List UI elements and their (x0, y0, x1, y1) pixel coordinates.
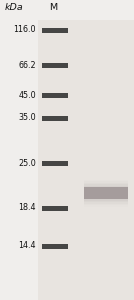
Bar (42, 92, 68, 98)
Text: 45.0: 45.0 (18, 91, 36, 100)
Text: 66.2: 66.2 (18, 61, 36, 70)
Text: 25.0: 25.0 (18, 158, 36, 167)
Text: M: M (49, 4, 57, 13)
Bar (42, 28, 68, 32)
Text: 14.4: 14.4 (18, 242, 36, 250)
Bar (84, 184, 128, 202)
Bar (42, 206, 68, 211)
Bar (42, 62, 68, 68)
Text: kDa: kDa (5, 4, 23, 13)
Bar (84, 181, 128, 205)
Bar (42, 116, 68, 121)
Bar (42, 160, 68, 166)
Bar (42, 244, 68, 248)
Text: 18.4: 18.4 (18, 203, 36, 212)
Text: 116.0: 116.0 (14, 26, 36, 34)
Bar (84, 187, 128, 199)
Bar (38, 20, 134, 300)
Text: 35.0: 35.0 (18, 113, 36, 122)
Bar (84, 179, 128, 206)
Bar (84, 185, 128, 200)
Bar (84, 182, 128, 203)
